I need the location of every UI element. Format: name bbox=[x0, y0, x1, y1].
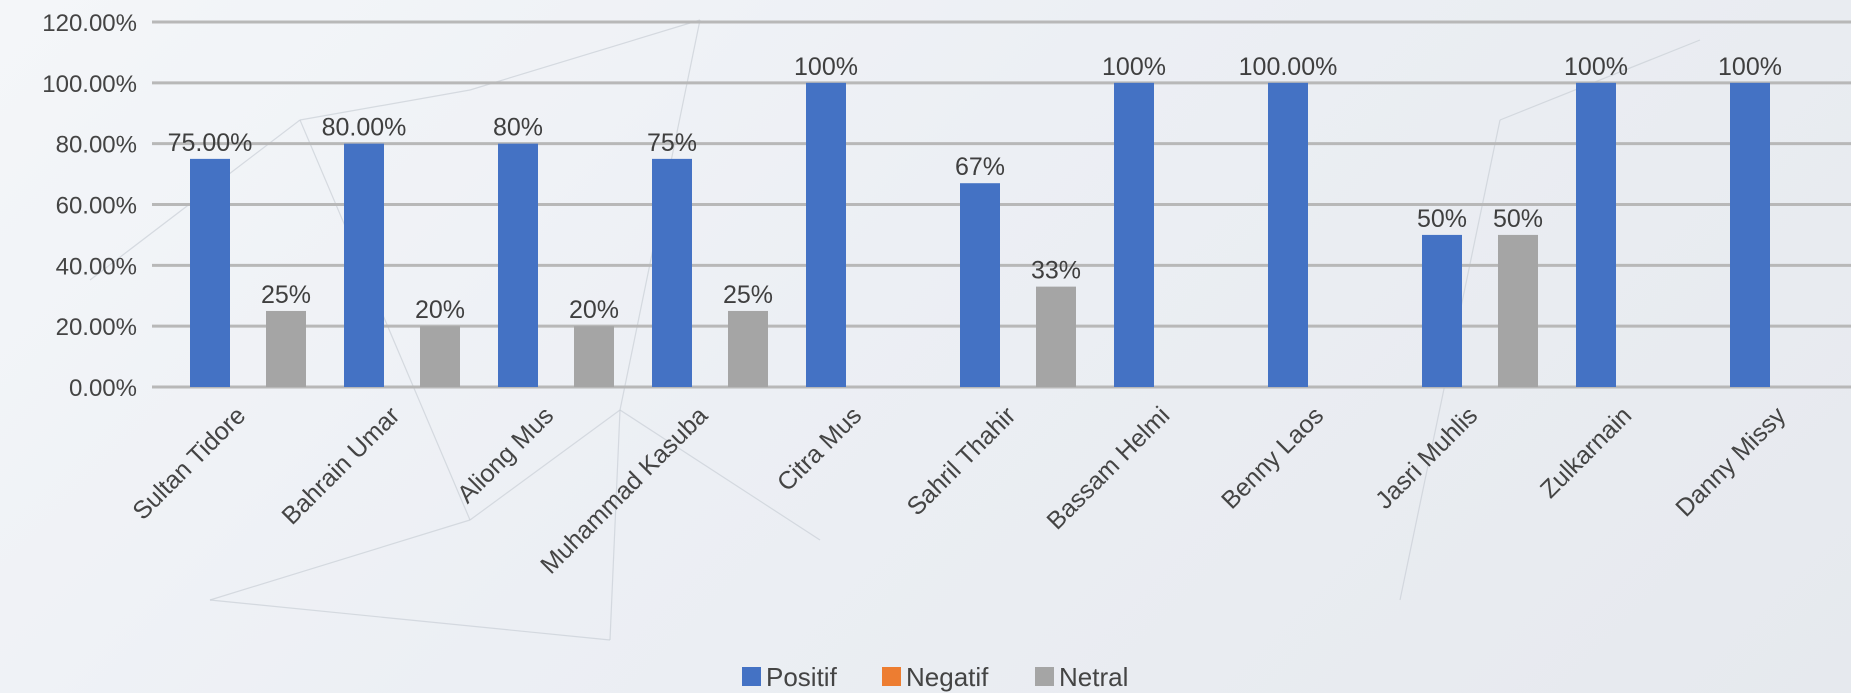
bars bbox=[190, 82, 1770, 387]
x-tick-label: Citra Mus bbox=[772, 401, 867, 496]
data-label-netral-0: 25% bbox=[261, 281, 311, 309]
y-tick-label: 80.00% bbox=[56, 132, 137, 159]
x-axis: Sultan Tidore Bahrain Umar Aliong MusMuham… bbox=[127, 401, 1791, 579]
legend: Positif Negatif Netral bbox=[742, 662, 1128, 692]
legend-label: Netral bbox=[1059, 662, 1128, 692]
bar-positif-2 bbox=[498, 143, 538, 387]
legend-item-negatif: Negatif bbox=[882, 662, 989, 692]
decor-line-6 bbox=[209, 519, 471, 601]
y-tick-label: 40.00% bbox=[56, 253, 137, 280]
data-label-positif-0: 75.00% bbox=[168, 129, 253, 157]
decor-line-4 bbox=[609, 409, 621, 641]
data-label-positif-9: 100% bbox=[1564, 53, 1628, 81]
bar-positif-1 bbox=[344, 143, 384, 387]
decor-line-5 bbox=[209, 599, 611, 641]
x-tick-label: Sahril Thahir bbox=[902, 401, 1022, 521]
bar-netral-5 bbox=[1036, 286, 1076, 387]
data-label-positif-3: 75% bbox=[647, 129, 697, 157]
data-label-positif-6: 100% bbox=[1102, 53, 1166, 81]
x-tick-label: Benny Laos bbox=[1216, 401, 1329, 514]
decor-line-8 bbox=[469, 19, 701, 91]
data-label-netral-5: 33% bbox=[1031, 257, 1081, 285]
data-label-positif-1: 80.00% bbox=[322, 114, 407, 142]
bar-netral-2 bbox=[574, 326, 614, 387]
y-tick-label: 20.00% bbox=[56, 314, 137, 341]
data-label-positif-5: 67% bbox=[955, 153, 1005, 181]
y-tick-label: 100.00% bbox=[42, 71, 137, 98]
decor-line-7 bbox=[299, 89, 471, 121]
y-tick-label: 60.00% bbox=[56, 193, 137, 220]
x-tick-label: Bahrain Umar bbox=[276, 401, 405, 530]
data-label-positif-8: 50% bbox=[1417, 205, 1467, 233]
legend-swatch bbox=[742, 667, 761, 686]
bar-netral-0 bbox=[266, 310, 306, 387]
y-tick-label: 0.00% bbox=[69, 375, 137, 402]
bar-positif-8 bbox=[1422, 234, 1462, 387]
bar-positif-7 bbox=[1268, 82, 1308, 387]
data-label-positif-4: 100% bbox=[794, 53, 858, 81]
decor-line-2 bbox=[469, 409, 621, 521]
data-label-netral-8: 50% bbox=[1493, 205, 1543, 233]
bar-positif-4 bbox=[806, 82, 846, 387]
data-label-positif-2: 80% bbox=[493, 114, 543, 142]
x-tick-label: Danny Missy bbox=[1670, 401, 1791, 522]
x-tick-label: Muhammad Kasuba bbox=[535, 401, 713, 579]
bar-positif-9 bbox=[1576, 82, 1616, 387]
decor-line-10 bbox=[1499, 39, 1701, 121]
bar-positif-10 bbox=[1730, 82, 1770, 387]
legend-label: Negatif bbox=[906, 662, 989, 692]
data-labels: 75.00% 80.00% 80% 75% 100% 67% 100% 100.00% 50% 1… bbox=[168, 53, 1782, 324]
bar-netral-1 bbox=[420, 326, 460, 387]
decor-line-3 bbox=[619, 409, 821, 541]
x-tick-label: Zulkarnain bbox=[1535, 401, 1637, 503]
data-label-netral-1: 20% bbox=[415, 296, 465, 324]
bar-netral-3 bbox=[728, 310, 768, 387]
background-network-decoration bbox=[89, 19, 1701, 641]
y-tick-label: 120.00% bbox=[42, 10, 137, 37]
data-label-positif-7: 100.00% bbox=[1239, 53, 1338, 81]
legend-item-netral: Netral bbox=[1035, 662, 1128, 692]
x-tick-label: Bassam Helmi bbox=[1041, 401, 1175, 535]
legend-swatch bbox=[882, 667, 901, 686]
x-tick-label: Aliong Mus bbox=[452, 401, 559, 508]
legend-swatch bbox=[1035, 667, 1054, 686]
legend-label: Positif bbox=[766, 662, 838, 692]
y-axis: 0.00% 20.00% 40.00% 60.00% 80.00% 100.00% 120.… bbox=[42, 10, 137, 402]
bar-positif-3 bbox=[652, 158, 692, 387]
data-label-positif-10: 100% bbox=[1718, 53, 1782, 81]
data-label-netral-3: 25% bbox=[723, 281, 773, 309]
bar-positif-0 bbox=[190, 158, 230, 387]
legend-item-positif: Positif bbox=[742, 662, 838, 692]
bar-positif-6 bbox=[1114, 82, 1154, 387]
bar-positif-5 bbox=[960, 183, 1000, 387]
x-tick-label: Jasri Muhlis bbox=[1370, 401, 1483, 514]
bar-netral-8 bbox=[1498, 234, 1538, 387]
decor-line-1 bbox=[299, 119, 471, 521]
x-tick-label: Sultan Tidore bbox=[127, 401, 251, 525]
data-label-netral-2: 20% bbox=[569, 296, 619, 324]
